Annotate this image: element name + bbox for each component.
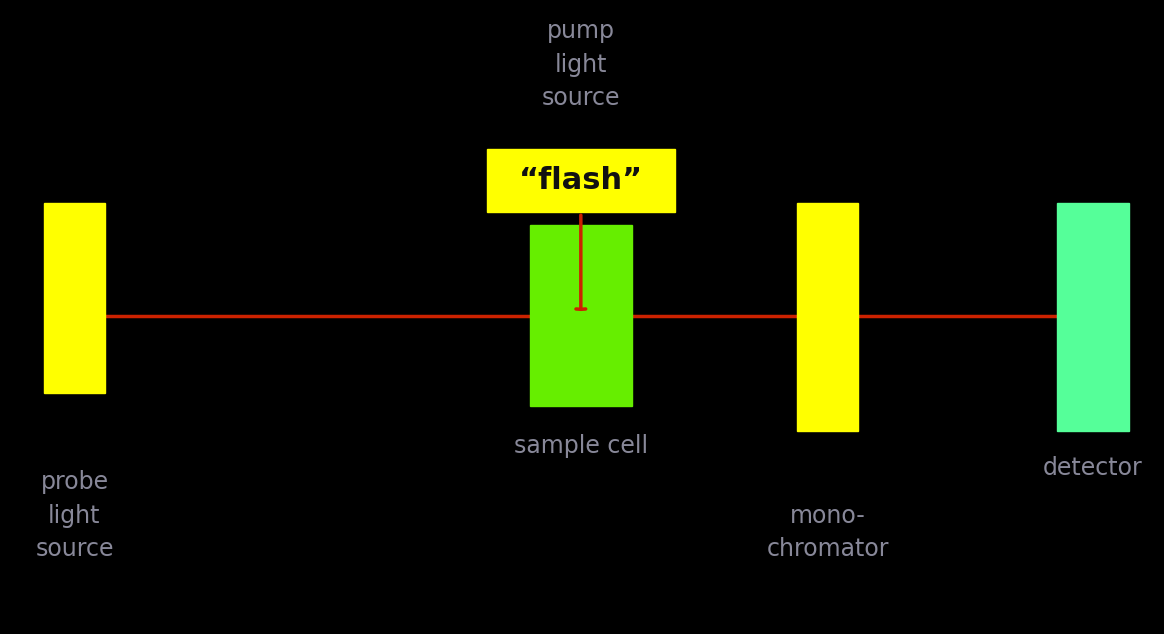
Text: sample cell: sample cell	[513, 434, 648, 458]
Text: mono-
chromator: mono- chromator	[766, 503, 889, 561]
Text: probe
light
source: probe light source	[35, 470, 114, 561]
Bar	[44, 203, 105, 393]
Text: pump
light
source: pump light source	[541, 19, 620, 110]
Text: detector: detector	[1043, 456, 1143, 481]
Bar	[487, 149, 675, 212]
Bar	[530, 225, 632, 406]
Bar	[797, 203, 858, 431]
Text: “flash”: “flash”	[519, 166, 643, 195]
Bar	[1057, 203, 1129, 431]
